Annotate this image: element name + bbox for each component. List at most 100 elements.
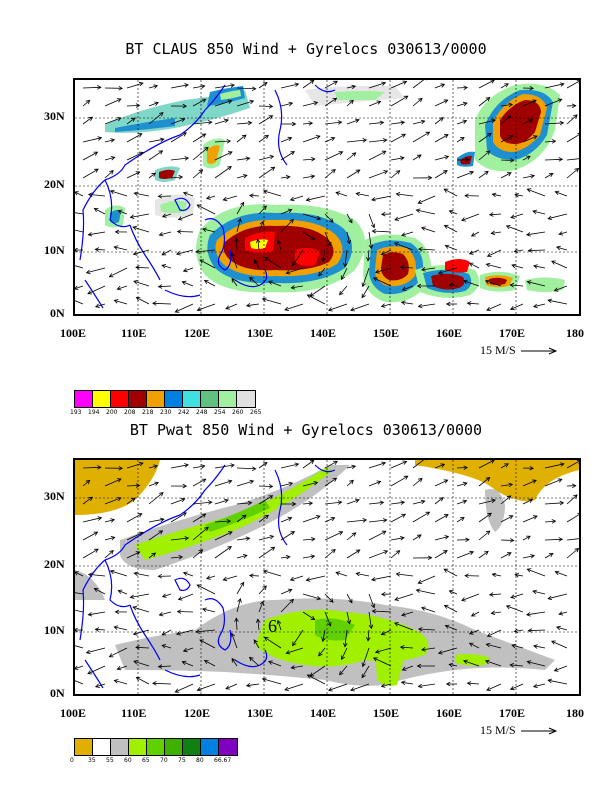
wind-vector-head bbox=[117, 209, 123, 214]
wind-vector-head bbox=[355, 118, 360, 123]
wind-vector bbox=[236, 598, 241, 613]
wind-vector bbox=[258, 105, 273, 107]
wind-vector-head bbox=[532, 303, 538, 309]
wind-vector bbox=[88, 611, 106, 616]
wind-vector bbox=[214, 464, 235, 469]
wind-vector-head bbox=[175, 631, 181, 636]
wind-vector-head bbox=[574, 548, 579, 553]
wind-vector bbox=[87, 665, 106, 675]
wind-vector-head bbox=[113, 245, 119, 250]
wind-vector-head bbox=[133, 280, 138, 285]
wind-vector-head bbox=[445, 681, 451, 687]
wind-vector bbox=[324, 169, 336, 179]
wind-vector-head bbox=[380, 303, 386, 308]
wind-vector-head bbox=[547, 298, 553, 304]
wind-vector bbox=[548, 679, 568, 685]
wind-vector bbox=[306, 195, 326, 201]
wind-vector bbox=[434, 514, 449, 523]
wind-vector bbox=[478, 530, 491, 541]
wind-vector bbox=[324, 151, 343, 161]
wind-vector bbox=[148, 112, 164, 125]
wind-vector bbox=[412, 131, 430, 143]
wind-vector bbox=[290, 575, 304, 581]
wind-vector-head bbox=[468, 642, 474, 647]
wind-vector bbox=[214, 480, 232, 487]
wind-vector bbox=[148, 172, 156, 179]
wind-vector bbox=[264, 256, 282, 269]
wind-vector-head bbox=[335, 191, 341, 196]
wind-vector bbox=[88, 574, 106, 577]
wind-vector bbox=[182, 281, 194, 287]
wind-vector bbox=[302, 502, 313, 505]
wind-vector bbox=[533, 303, 546, 308]
wind-vector bbox=[461, 213, 480, 221]
wind-vector bbox=[302, 102, 318, 107]
panel1-scale-arrow bbox=[520, 347, 557, 355]
wind-vector-head bbox=[510, 214, 516, 219]
wind-vector bbox=[75, 229, 84, 233]
wind-vector bbox=[236, 218, 241, 233]
panel2-colorbar-swatch bbox=[165, 739, 183, 755]
wind-vector bbox=[368, 170, 388, 179]
wind-vector-head bbox=[548, 552, 554, 558]
wind-vector-head bbox=[118, 465, 124, 471]
wind-vector bbox=[371, 195, 392, 201]
wind-vector-head bbox=[291, 121, 297, 127]
wind-vector-head bbox=[554, 190, 560, 195]
wind-vector bbox=[133, 629, 150, 635]
wind-vector bbox=[532, 590, 546, 595]
wind-vector-head bbox=[487, 512, 492, 518]
wind-vector-head bbox=[157, 573, 163, 579]
wind-vector bbox=[478, 499, 496, 505]
wind-vector-head bbox=[94, 247, 100, 252]
wind-vector bbox=[104, 98, 122, 107]
wind-vector-head bbox=[486, 632, 492, 637]
wind-vector-head bbox=[490, 610, 496, 616]
wind-vector bbox=[126, 532, 144, 541]
wind-vector-head bbox=[349, 99, 354, 105]
wind-vector-head bbox=[349, 479, 354, 485]
panel1-wind-vectors bbox=[75, 80, 579, 313]
wind-vector bbox=[418, 575, 436, 584]
panel2-colorbar-tick: 75 bbox=[178, 757, 186, 764]
wind-vector-head bbox=[443, 134, 449, 139]
wind-vector bbox=[257, 619, 260, 631]
wind-vector bbox=[214, 531, 233, 541]
wind-vector bbox=[400, 646, 414, 649]
wind-vector bbox=[82, 496, 93, 505]
wind-vector bbox=[214, 520, 231, 523]
wind-vector-head bbox=[306, 674, 312, 679]
wind-vector-head bbox=[553, 287, 559, 292]
wind-vector bbox=[82, 466, 101, 469]
wind-vector bbox=[544, 478, 562, 487]
wind-vector-head bbox=[380, 251, 386, 256]
wind-vector-head bbox=[268, 115, 274, 120]
wind-vector-head bbox=[425, 511, 431, 516]
wind-vector-head bbox=[226, 138, 232, 144]
panel1-lat-10n: 10N bbox=[44, 243, 65, 257]
wind-vector-head bbox=[184, 156, 190, 161]
panel2-colorbar-tick: 0 bbox=[70, 757, 74, 764]
wind-vector-head bbox=[85, 99, 91, 105]
wind-vector bbox=[178, 213, 194, 220]
wind-vector-head bbox=[417, 303, 423, 309]
wind-vector-head bbox=[135, 551, 141, 556]
wind-vector bbox=[118, 590, 128, 595]
wind-vector-head bbox=[468, 250, 474, 255]
wind-vector-head bbox=[488, 212, 494, 217]
wind-vector-head bbox=[508, 515, 514, 520]
wind-vector bbox=[390, 550, 400, 559]
wind-vector-head bbox=[421, 606, 426, 611]
wind-vector bbox=[302, 555, 315, 559]
wind-vector-head bbox=[97, 516, 103, 521]
wind-vector bbox=[566, 514, 579, 523]
wind-vector-head bbox=[129, 214, 135, 219]
wind-vector-head bbox=[85, 649, 91, 655]
wind-vector-head bbox=[132, 251, 138, 256]
wind-vector-head bbox=[362, 518, 368, 523]
wind-vector-head bbox=[351, 464, 357, 470]
wind-vector bbox=[280, 589, 292, 595]
wind-vector-head bbox=[206, 195, 211, 200]
wind-vector bbox=[236, 467, 256, 470]
wind-vector-head bbox=[417, 199, 423, 204]
